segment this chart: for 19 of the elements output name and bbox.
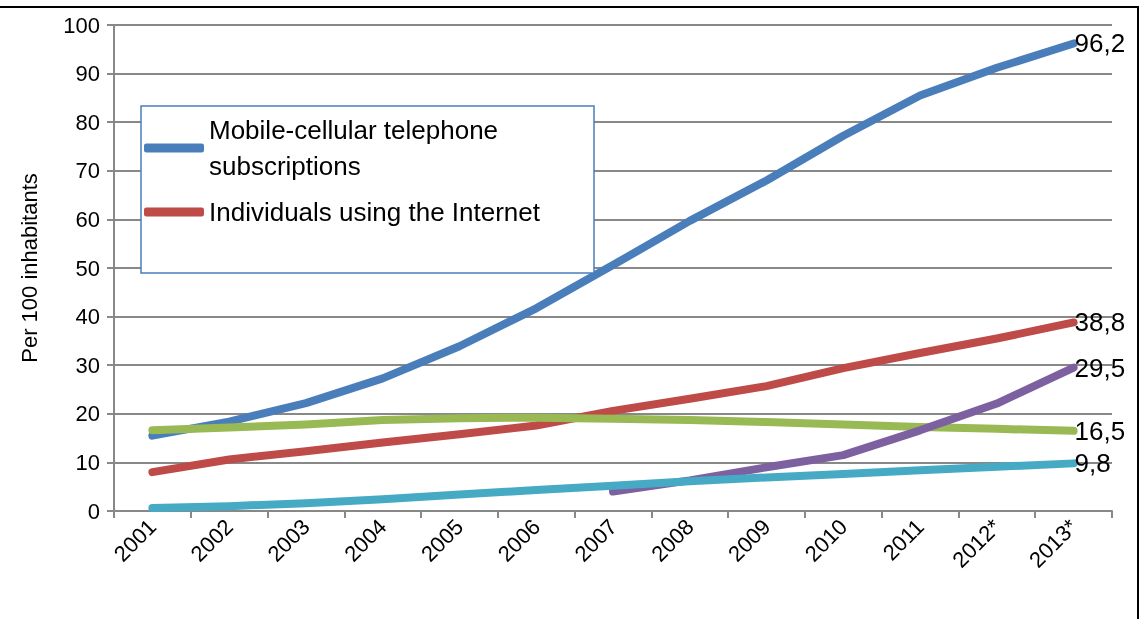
y-tick-label: 50 — [75, 255, 100, 281]
data-label: 38,8 — [1074, 307, 1126, 338]
data-label: 9,8 — [1074, 448, 1111, 479]
data-label: 29,5 — [1074, 352, 1126, 383]
y-tick-label: 20 — [75, 401, 100, 427]
y-tick-label: 100 — [63, 12, 100, 38]
y-tick-label: 0 — [87, 498, 100, 524]
legend-label: Individuals using the Internet — [209, 197, 541, 227]
data-label: 96,2 — [1074, 28, 1126, 59]
y-tick-label: 70 — [75, 158, 100, 184]
y-tick-label: 30 — [75, 352, 100, 378]
data-label: 16,5 — [1074, 415, 1126, 446]
y-tick-label: 60 — [75, 206, 100, 232]
y-axis-title: Per 100 inhabitants — [16, 173, 42, 363]
y-tick-label: 40 — [75, 304, 100, 330]
y-tick-label: 80 — [75, 109, 100, 135]
legend-label: Mobile-cellular telephone subscriptions — [209, 115, 506, 181]
y-tick-label: 90 — [75, 61, 100, 87]
y-tick-label: 10 — [75, 449, 100, 475]
